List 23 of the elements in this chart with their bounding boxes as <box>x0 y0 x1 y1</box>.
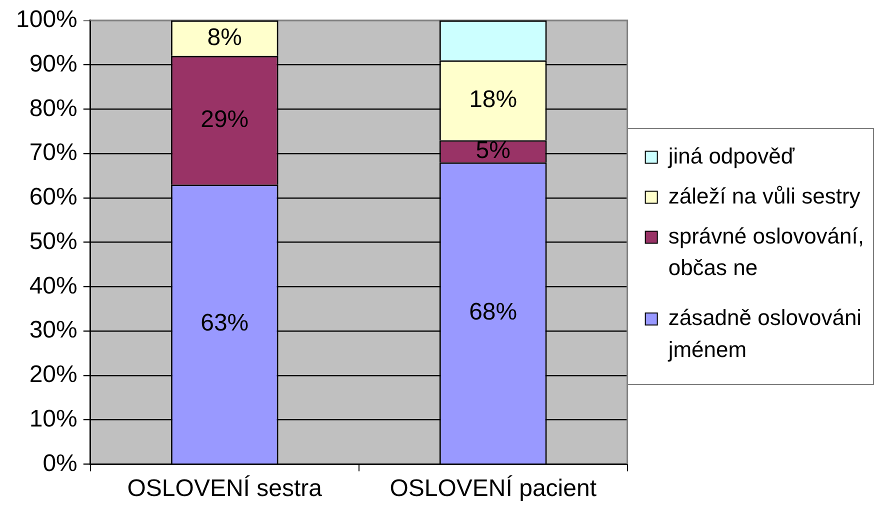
y-tick-label: 80% <box>29 94 78 122</box>
y-tick-label: 100% <box>16 6 78 34</box>
data-label: 68% <box>469 298 518 326</box>
y-tick-label: 10% <box>29 405 78 432</box>
legend-label: záleží na vůli sestry <box>668 183 860 208</box>
y-tick-label: 20% <box>29 361 78 388</box>
x-tick-label: OSLOVENÍ pacient <box>390 475 597 502</box>
legend-label: správné oslovování, občas ne <box>668 223 864 280</box>
data-label: 29% <box>200 106 249 133</box>
y-tick-label: 0% <box>42 450 78 477</box>
y-tick-label: 50% <box>29 228 78 255</box>
y-tick-label: 40% <box>29 272 78 300</box>
legend-label: jiná odpověď <box>667 143 795 168</box>
data-label: 5% <box>476 136 510 164</box>
x-tick-label: OSLOVENÍ sestra <box>127 475 323 502</box>
y-tick-label: 60% <box>29 184 78 211</box>
data-label: 18% <box>469 86 518 113</box>
y-tick-label: 70% <box>29 139 78 166</box>
y-tick-label: 90% <box>29 50 78 78</box>
data-label: 63% <box>200 310 249 337</box>
y-tick-label: 30% <box>29 316 78 344</box>
legend-label: zásadně oslovováni jménem <box>667 305 862 362</box>
data-label: 8% <box>207 24 242 51</box>
